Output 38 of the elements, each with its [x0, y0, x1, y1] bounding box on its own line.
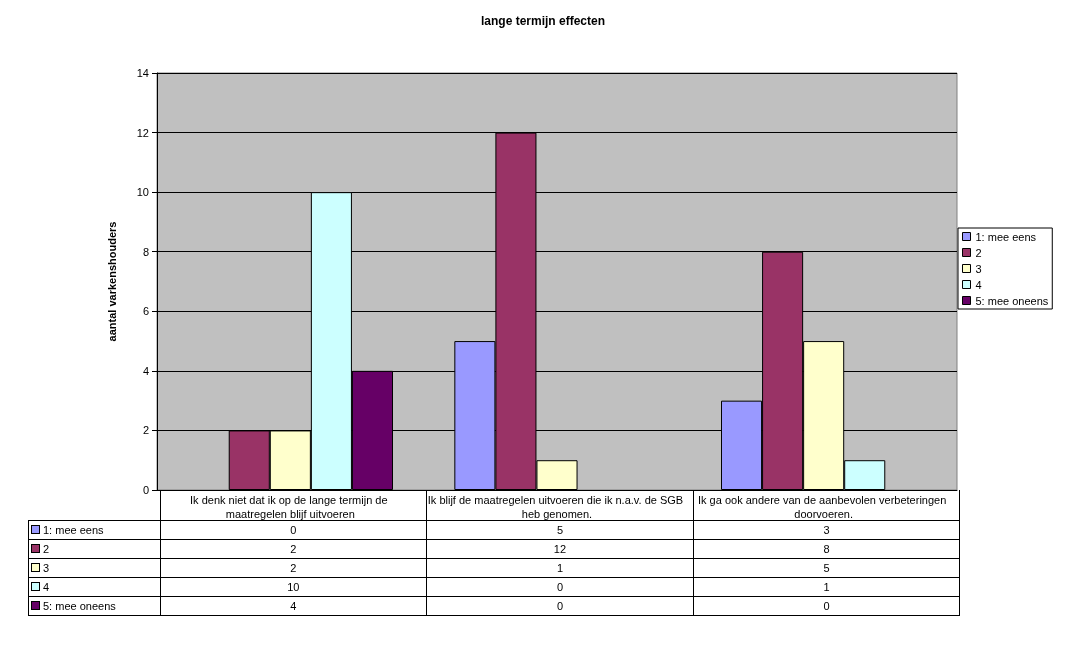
y-tick-label: 2: [142, 424, 149, 437]
data-label: 3: [693, 520, 960, 540]
y-axis-title: aantal varkenshouders: [105, 221, 118, 342]
legend-label: 5: mee oneens: [28, 596, 160, 616]
y-tick-label: 10: [136, 186, 149, 199]
y-tick-label: 12: [136, 126, 149, 139]
text: 2: [43, 543, 50, 555]
data-label: 0: [426, 596, 694, 616]
y-tick-label: 0: [142, 484, 149, 496]
chart-title: lange termijn effecten: [480, 14, 606, 28]
text: 4: [43, 581, 50, 593]
data-label: 4: [160, 596, 427, 616]
y-tick-label: 6: [142, 305, 149, 318]
data-label: 5: [693, 558, 960, 578]
data-label: 10: [160, 577, 427, 597]
legend-label: 3: [975, 262, 982, 275]
data-label: 5: [426, 520, 694, 540]
legend-label: 4: [975, 278, 982, 291]
text: 5: mee oneens: [975, 294, 1049, 307]
data-label: 0: [160, 520, 427, 540]
data-label: 0: [693, 596, 960, 616]
legend-label: 2: [975, 246, 982, 259]
y-tick-label: 8: [142, 245, 149, 258]
data-label: 1: [693, 577, 960, 597]
x-tick-label: Ik ga ook andere van de aanbevolen verbeteringen doorvoeren.: [697, 494, 950, 520]
y-tick-label: 14: [136, 67, 149, 79]
legend-label: 1: mee eens: [975, 230, 1037, 243]
x-tick-label: Ik blijf de maatregelen uitvoeren die ik n.a.v. de SGB heb genomen.: [427, 494, 687, 520]
data-label: 2: [160, 558, 427, 578]
data-label: 12: [426, 539, 694, 559]
data-label: 1: [426, 558, 694, 578]
data-label: 2: [160, 539, 427, 559]
y-tick-label: 4: [142, 364, 149, 377]
x-tick-label: Ik denk niet dat ik op de lange termijn de maatregelen blijf uitvoeren: [190, 494, 391, 520]
data-label: 0: [426, 577, 694, 597]
text: 3: [43, 562, 50, 574]
data-label: 8: [693, 539, 960, 559]
text: 1: mee eens: [43, 524, 104, 536]
